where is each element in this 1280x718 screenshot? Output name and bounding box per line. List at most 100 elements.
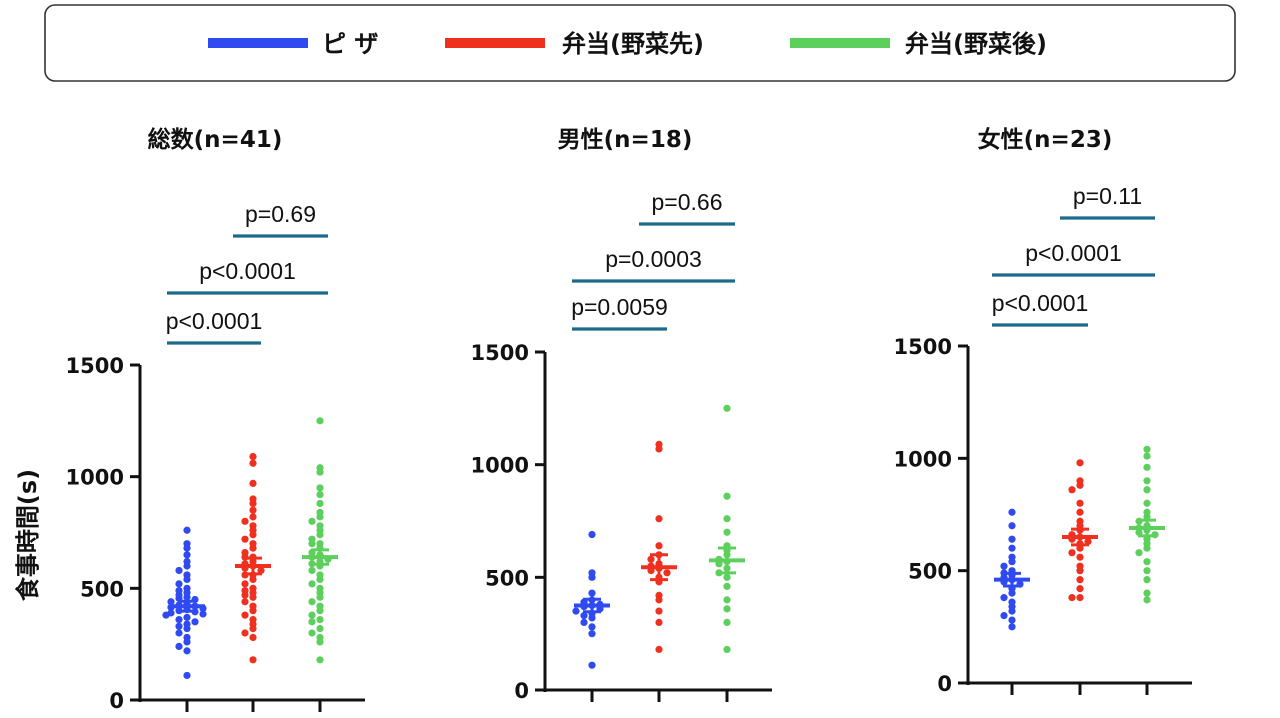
p-value-label: p<0.0001: [1025, 240, 1122, 266]
data-point: [241, 611, 249, 619]
data-point: [249, 544, 257, 552]
panel-title: 男性(n=18): [558, 127, 693, 153]
data-point: [1135, 549, 1143, 557]
data-point: [257, 566, 265, 575]
y-tick-label: 1500: [894, 335, 952, 359]
data-point: [249, 531, 257, 539]
data-point: [183, 562, 191, 570]
data-point: [316, 593, 324, 601]
y-tick-label: 1500: [66, 354, 124, 378]
data-point: [175, 566, 183, 575]
data-point: [1143, 544, 1151, 552]
data-point: [316, 417, 324, 425]
legend-label-pizza: ピ ザ: [322, 30, 378, 58]
y-tick-label: 500: [485, 566, 529, 590]
data-point: [1008, 544, 1016, 552]
data-point: [175, 616, 183, 624]
data-point: [1000, 562, 1008, 570]
data-point: [249, 593, 257, 601]
data-point: [308, 629, 316, 637]
data-point: [1076, 585, 1084, 593]
panel-title: 総数(n=41): [148, 126, 283, 153]
data-point: [580, 618, 588, 627]
data-point: [183, 671, 191, 680]
data-point: [723, 515, 731, 523]
legend-box: [44, 4, 1236, 82]
data-point: [1008, 558, 1016, 566]
data-point: [723, 645, 731, 654]
data-point: [1008, 535, 1016, 543]
data-point: [1076, 567, 1084, 575]
data-point: [1143, 576, 1151, 584]
panel-title: 女性(n=23): [978, 126, 1113, 153]
data-point: [1008, 616, 1016, 624]
data-point: [1143, 596, 1151, 604]
data-point: [723, 404, 731, 412]
data-point: [1084, 537, 1092, 546]
data-point: [316, 484, 324, 492]
data-point: [249, 499, 257, 508]
y-tick-label: 0: [514, 679, 529, 703]
data-point: [241, 517, 249, 525]
data-point: [647, 555, 655, 563]
data-point: [1076, 576, 1084, 584]
data-point: [316, 656, 324, 664]
p-value-label: p=0.0059: [571, 294, 668, 320]
data-point: [723, 596, 731, 604]
y-tick-label: 500: [908, 560, 952, 584]
data-point: [183, 575, 191, 584]
data-point: [1143, 477, 1151, 485]
data-point: [175, 629, 183, 637]
data-point: [316, 490, 324, 499]
data-point: [588, 614, 596, 622]
data-point: [1008, 607, 1016, 615]
y-tick-label: 1500: [471, 341, 529, 365]
data-point: [1143, 499, 1151, 507]
data-point: [655, 445, 663, 453]
y-tick-label: 0: [109, 689, 124, 713]
data-point: [1076, 508, 1084, 516]
data-point: [308, 540, 316, 548]
data-point: [723, 573, 731, 581]
data-point: [655, 618, 663, 627]
data-point: [1000, 594, 1008, 602]
data-point: [183, 526, 191, 534]
data-point: [1135, 528, 1143, 537]
panel-total: 総数(n=41) 0 500 1000 1500 p=0.69 p<0.0001 p<0.0…: [66, 126, 365, 713]
data-point: [1008, 623, 1016, 631]
data-point: [1076, 553, 1084, 561]
data-point: [723, 492, 731, 500]
data-point: [316, 513, 324, 521]
data-point: [316, 499, 324, 508]
data-point: [249, 633, 257, 642]
data-point: [199, 610, 207, 618]
data-point: [183, 593, 191, 601]
data-point: [316, 468, 324, 476]
data-point: [308, 598, 316, 606]
data-point: [1143, 513, 1151, 521]
data-point: [1076, 544, 1084, 552]
data-point: [249, 575, 257, 584]
data-point: [183, 624, 191, 633]
data-point: [655, 596, 663, 604]
data-point: [308, 611, 316, 619]
data-point: [183, 551, 191, 559]
data-point: [249, 459, 257, 467]
data-point: [175, 580, 183, 588]
data-point: [183, 544, 191, 552]
data-point: [588, 589, 596, 597]
p-value-label: p=0.66: [652, 189, 723, 215]
data-point: [1143, 445, 1151, 453]
data-point: [191, 618, 199, 626]
y-tick-label: 1000: [66, 466, 124, 490]
data-point: [655, 607, 663, 615]
data-point: [316, 638, 324, 646]
y-tick-label: 0: [937, 672, 952, 696]
data-point: [1143, 463, 1151, 471]
data-point: [1143, 452, 1151, 460]
data-point: [316, 624, 324, 633]
data-point: [1008, 589, 1016, 597]
data-point: [1076, 459, 1084, 467]
data-point: [249, 513, 257, 521]
